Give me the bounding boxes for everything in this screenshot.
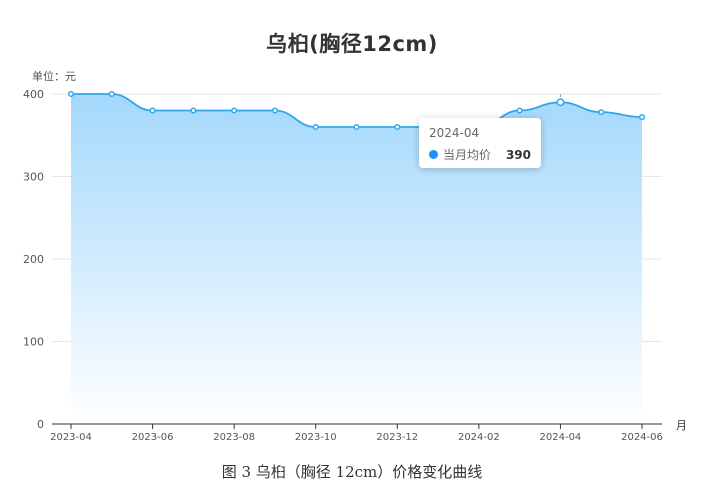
y-tick-label: 300 (23, 171, 44, 184)
data-point-2023-06 (149, 107, 156, 114)
x-unit-label: 月 (676, 419, 687, 432)
x-tick-label: 2023-08 (213, 432, 255, 443)
y-tick-label: 0 (37, 418, 44, 431)
data-point-2024-05 (598, 109, 605, 116)
data-point-2023-04 (67, 90, 75, 98)
series-area (71, 94, 642, 424)
x-tick-label: 2023-06 (132, 432, 174, 443)
data-point-2023-11 (353, 123, 360, 131)
data-point-2024-06 (638, 114, 646, 121)
data-point-2024-03 (516, 107, 523, 114)
x-tick-label: 2023-12 (376, 432, 418, 443)
x-tick-label: 2024-06 (621, 432, 663, 443)
tooltip: 2024-04 当月均价 390 (419, 118, 541, 168)
figure-caption: 图 3 乌桕（胸径 12cm）价格变化曲线 (221, 463, 483, 481)
data-point-2023-05 (108, 90, 115, 98)
chart-title: 乌桕(胸径12cm) (266, 32, 438, 56)
data-point-2023-08 (231, 107, 238, 114)
area-layer (71, 93, 643, 424)
x-tick-label: 2024-02 (458, 432, 500, 443)
tooltip-series-name: 当月均价 (443, 148, 492, 162)
data-point-2023-10 (312, 123, 319, 131)
tooltip-series-dot-icon (429, 150, 438, 159)
x-tick-label: 2023-04 (50, 432, 92, 443)
axes: 0 100 200 300 400 2023-04 2023-06 2023-08 2023-1… (23, 88, 663, 443)
data-point-2023-07 (190, 107, 197, 114)
y-unit-label: 单位：元 (32, 70, 76, 83)
y-tick-label: 100 (23, 336, 44, 349)
tooltip-value: 390 (505, 147, 531, 162)
data-point-2024-04 (556, 98, 565, 107)
y-tick-label: 200 (23, 253, 44, 266)
data-point-2023-09 (271, 107, 278, 114)
tooltip-title: 2024-04 (429, 126, 480, 140)
x-tick-label: 2023-10 (295, 432, 337, 443)
x-tick-label: 2024-04 (540, 432, 582, 443)
data-point-2023-12 (394, 123, 401, 131)
y-tick-label: 400 (23, 88, 44, 101)
tooltip-row: 当月均价 390 (429, 146, 531, 163)
